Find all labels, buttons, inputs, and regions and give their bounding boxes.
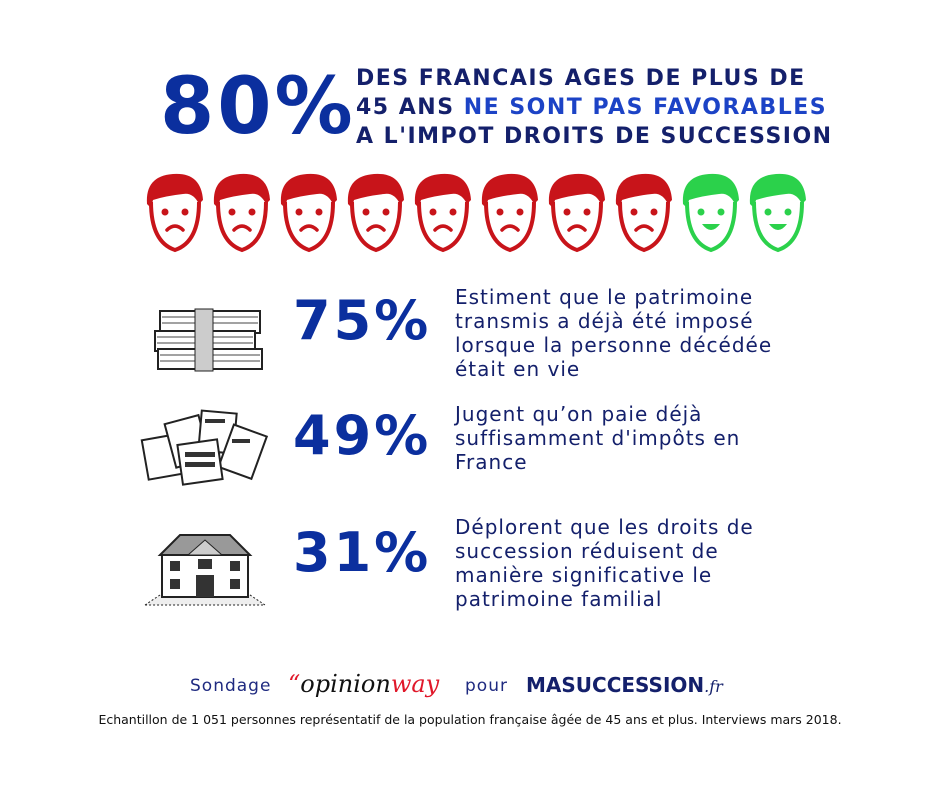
headline-line3: A L'IMPOT DROITS DE SUCCESSION [356, 124, 833, 149]
desc-line: Jugent qu’on paie déjà [455, 402, 703, 426]
stat-percent: 31% [293, 521, 432, 584]
opinionway-logo: “opinionway [288, 670, 439, 698]
desc-line: succession réduisent de [455, 539, 719, 563]
headline-line2: 45 ANS NE SONT PAS FAVORABLES [356, 93, 833, 122]
desc-line: France [455, 450, 528, 474]
stat-row-3: 31% Déplorent que les droits de successio… [0, 515, 940, 615]
headline-line1: DES FRANCAIS AGES DE PLUS DE [356, 66, 806, 91]
money-stack-icon [154, 308, 263, 372]
sad-face-icon [478, 170, 543, 254]
stat-description: Jugent qu’on paie déjà suffisamment d'imp… [455, 402, 795, 474]
stat-percent: 49% [293, 404, 432, 467]
stat-row-1: 75% Estiment que le patrimoine transmis a… [0, 285, 940, 385]
logo-part: opinion [300, 670, 391, 698]
logo-part: way [390, 670, 440, 698]
headline-line2-a: 45 ANS [356, 95, 464, 120]
masuccession-logo: MASUCCESSION.fr [526, 673, 723, 697]
stat-description: Estiment que le patrimoine transmis a déj… [455, 285, 795, 381]
headline-percent: 80% [160, 62, 356, 152]
stat-row-2: 49% Jugent qu’on paie déjà suffisamment d… [0, 402, 940, 502]
sad-face-icon [143, 170, 208, 254]
sad-face-icon [545, 170, 610, 254]
sad-face-icon [210, 170, 275, 254]
house-icon [143, 534, 267, 606]
desc-line: transmis a déjà été imposé [455, 309, 754, 333]
desc-line: lorsque la personne décédée [455, 333, 773, 357]
footnote: Echantillon de 1 051 personnes représent… [98, 712, 842, 727]
desc-line: patrimoine familial [455, 587, 663, 611]
happy-face-icon [679, 170, 744, 254]
headline-text: DES FRANCAIS AGES DE PLUS DE 45 ANS NE S… [356, 64, 833, 151]
happy-face-icon [746, 170, 811, 254]
logo-part: .fr [704, 677, 723, 696]
sad-face-icon [612, 170, 677, 254]
faces-row [143, 170, 811, 254]
sondage-label: Sondage [190, 676, 272, 696]
sad-face-icon [344, 170, 409, 254]
desc-line: était en vie [455, 357, 581, 381]
desc-line: manière significative le [455, 563, 713, 587]
desc-line: Déplorent que les droits de [455, 515, 754, 539]
headline-highlight: NE SONT PAS FAVORABLES [463, 95, 828, 120]
logo-quote: “ [288, 670, 301, 698]
stat-description: Déplorent que les droits de succession ré… [455, 515, 795, 611]
pour-label: pour [465, 676, 508, 696]
sad-face-icon [277, 170, 342, 254]
logo-part: MASUCCESSION [526, 673, 705, 697]
stat-percent: 75% [293, 289, 432, 352]
desc-line: suffisamment d'impôts en [455, 426, 741, 450]
tax-documents-icon [140, 409, 269, 486]
sad-face-icon [411, 170, 476, 254]
desc-line: Estiment que le patrimoine [455, 285, 754, 309]
